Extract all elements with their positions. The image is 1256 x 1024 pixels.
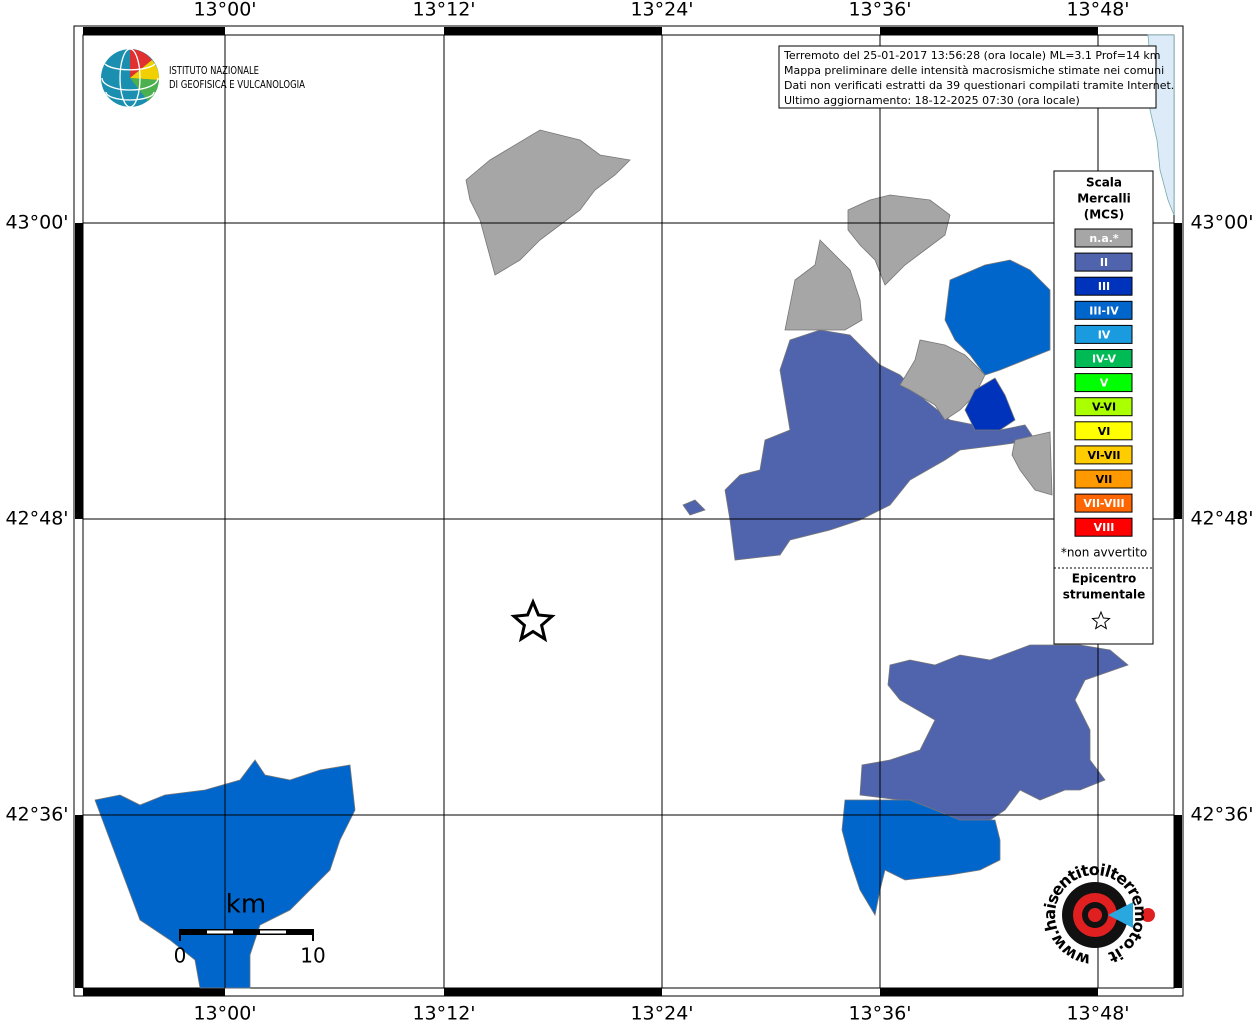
legend-label: V (1100, 377, 1109, 390)
legend: Scala Mercalli (MCS) *non avvertito Epic… (1053, 170, 1154, 645)
scale-label: 10 (300, 944, 325, 968)
legend-swatch (1074, 324, 1133, 344)
info-line: Terremoto del 25-01-2017 13:56:28 (ora l… (783, 49, 1161, 62)
legend-title: (MCS) (1084, 208, 1125, 222)
municipality (682, 499, 706, 516)
map-border (82, 34, 1175, 989)
ingv-logo: ISTITUTO NAZIONALE DI GEOFISICA E VULCAN… (101, 48, 305, 108)
legend-label: VI-VII (1087, 449, 1120, 462)
legend-label: n.a.* (1089, 232, 1119, 245)
municipality (859, 644, 1129, 826)
info-line: Ultimo aggiornamento: 18-12-2025 07:30 (… (784, 94, 1080, 107)
legend-title: Scala (1086, 176, 1122, 190)
lon-label: 13°48' (1066, 1003, 1129, 1024)
lon-label: 13°12' (412, 0, 475, 21)
legend-label: VI (1098, 425, 1111, 438)
lon-label: 13°48' (1066, 0, 1129, 21)
legend-swatch (1074, 397, 1133, 417)
legend-label: III-IV (1089, 304, 1119, 317)
legend-swatch (1074, 252, 1133, 272)
institute-line: ISTITUTO NAZIONALE (169, 64, 259, 77)
lon-label: 13°12' (412, 1003, 475, 1024)
scale-unit: km (226, 890, 266, 920)
lon-label: 13°24' (630, 1003, 693, 1024)
lat-label: 43°00' (1190, 212, 1253, 234)
municipality (1011, 431, 1053, 496)
epicenter-star (510, 598, 556, 643)
graticule (83, 35, 1174, 988)
legend-swatch (1074, 349, 1133, 368)
legend-swatch (1074, 276, 1133, 296)
legend-swatch (1074, 421, 1133, 441)
lat-label: 42°48' (1190, 508, 1253, 530)
legend-label: III (1098, 280, 1110, 293)
lon-label: 13°00' (193, 0, 256, 21)
lon-label: 13°24' (630, 0, 693, 21)
legend-swatch (1074, 469, 1133, 489)
frame-bands (75, 27, 1182, 996)
municipality (841, 799, 1001, 917)
legend-star (1091, 610, 1111, 630)
legend-swatch (1074, 300, 1133, 320)
municipality (899, 339, 986, 421)
legend-swatch (1074, 493, 1133, 513)
info-line: Mappa preliminare delle intensità macros… (784, 64, 1164, 77)
municipality (465, 129, 631, 276)
municipality (847, 194, 951, 286)
lat-label: 42°36' (1190, 804, 1253, 826)
municipality (784, 239, 863, 331)
scale-bar: km 0 10 (174, 890, 326, 968)
institute-line: DI GEOFISICA E VULCANOLOGIA (169, 78, 305, 91)
legend-label: VII (1096, 473, 1113, 486)
legend-swatch (1074, 445, 1133, 465)
legend-swatch (1074, 228, 1133, 248)
lon-label: 13°00' (193, 1003, 256, 1024)
legend-epicenter: strumentale (1063, 588, 1146, 602)
lat-label: 42°48' (5, 508, 68, 530)
legend-label: VII-VIII (1083, 497, 1124, 510)
legend-epicenter: Epicentro (1072, 572, 1137, 586)
legend-label: II (1100, 256, 1108, 269)
legend-label: IV-V (1092, 353, 1117, 366)
info-box: Terremoto del 25-01-2017 13:56:28 (ora l… (778, 45, 1174, 109)
lat-label: 42°36' (5, 804, 68, 826)
legend-label: IV (1098, 328, 1111, 341)
legend-swatch (1074, 373, 1133, 393)
municipality (944, 259, 1051, 376)
municipality (964, 377, 1016, 431)
legend-swatch (1074, 517, 1133, 537)
info-line: Dati non verificati estratti da 39 quest… (784, 79, 1174, 92)
legend-label: V-VI (1092, 401, 1116, 414)
legend-title: Mercalli (1077, 192, 1131, 206)
legend-note: *non avvertito (1061, 546, 1147, 560)
lat-label: 43°00' (5, 212, 68, 234)
lon-label: 13°36' (848, 0, 911, 21)
lon-label: 13°36' (848, 1003, 911, 1024)
scale-label: 0 (174, 944, 187, 968)
legend-label: VIII (1094, 521, 1115, 534)
